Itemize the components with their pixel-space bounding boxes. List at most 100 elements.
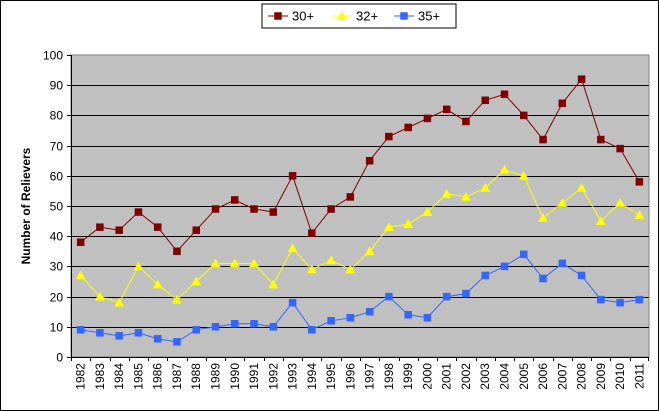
data-point-marker xyxy=(481,271,489,280)
y-tick-label: 100 xyxy=(43,49,63,63)
y-tick-label: 0 xyxy=(56,351,63,365)
y-tick-label: 10 xyxy=(50,321,64,335)
legend-box xyxy=(261,3,457,29)
x-tick-label: 1989 xyxy=(209,363,223,390)
legend-label: 32+ xyxy=(356,9,378,24)
legend-swatch-marker xyxy=(337,10,347,20)
series-line xyxy=(80,78,640,253)
data-point-marker xyxy=(308,326,316,334)
data-point-marker xyxy=(595,216,606,225)
data-point-marker xyxy=(96,329,104,337)
data-point-marker xyxy=(577,75,586,83)
x-tick-label: 1984 xyxy=(112,363,126,390)
data-point-marker xyxy=(308,229,316,237)
legend-item: 35+ xyxy=(394,9,440,24)
data-point-marker xyxy=(616,298,624,307)
x-tick-label: 1996 xyxy=(343,363,357,390)
data-point-marker xyxy=(269,323,278,331)
x-tick-label: 1998 xyxy=(382,363,396,390)
data-point-marker xyxy=(250,205,258,213)
data-point-marker xyxy=(192,226,200,234)
legend-label: 30+ xyxy=(292,9,314,24)
data-point-marker xyxy=(96,223,104,231)
data-point-marker xyxy=(76,238,85,246)
x-tick-label: 2010 xyxy=(613,363,627,390)
legend-swatch-marker xyxy=(274,12,282,20)
data-point-marker xyxy=(538,213,548,222)
data-point-marker xyxy=(385,132,393,141)
data-point-marker xyxy=(461,191,471,201)
legend-item: 32+ xyxy=(332,9,378,24)
data-point-marker xyxy=(634,210,645,219)
data-point-marker xyxy=(481,96,489,105)
data-point-marker xyxy=(520,111,528,120)
legend-label: 35+ xyxy=(418,9,440,24)
data-point-marker xyxy=(385,292,393,301)
data-point-marker xyxy=(539,274,547,283)
y-tick-label: 70 xyxy=(50,140,64,154)
y-tick-label: 80 xyxy=(50,109,64,123)
data-point-marker xyxy=(268,279,279,289)
x-tick-label: 2004 xyxy=(498,363,512,390)
data-point-marker xyxy=(211,323,220,331)
x-tick-label: 1993 xyxy=(286,363,300,390)
data-point-marker xyxy=(365,156,374,165)
x-tick-label: 1990 xyxy=(228,363,242,390)
x-tick-label: 2000 xyxy=(420,363,434,390)
data-point-marker xyxy=(480,182,491,192)
data-point-marker xyxy=(423,313,432,322)
x-tick-label: 1994 xyxy=(305,363,319,390)
series-30-plus xyxy=(76,75,644,256)
data-point-marker xyxy=(499,164,510,174)
data-point-marker xyxy=(403,219,414,228)
series-line xyxy=(80,169,640,304)
data-point-marker xyxy=(133,261,144,271)
data-point-marker xyxy=(404,123,412,132)
data-point-marker xyxy=(250,320,258,328)
data-point-marker xyxy=(249,258,259,268)
data-point-marker xyxy=(557,197,568,207)
x-tick-label: 1995 xyxy=(324,363,338,390)
y-tick-label: 20 xyxy=(50,291,64,305)
data-point-marker xyxy=(635,178,644,186)
data-point-marker xyxy=(173,247,181,256)
data-point-marker xyxy=(192,326,200,334)
data-point-marker xyxy=(231,320,239,328)
data-point-marker xyxy=(231,196,239,204)
x-tick-label: 2007 xyxy=(555,363,569,390)
y-axis: 0 10 20 30 40 50 60 70 80 90 100 xyxy=(43,49,72,365)
data-point-marker xyxy=(326,255,337,265)
legend: 30+ 32+ 35+ xyxy=(261,3,457,29)
data-point-marker xyxy=(518,170,529,180)
legend-item: 30+ xyxy=(268,9,314,24)
y-tick-label: 90 xyxy=(50,79,64,93)
x-tick-label: 2011 xyxy=(632,363,646,389)
data-point-marker xyxy=(558,99,567,108)
y-tick-label: 60 xyxy=(50,170,64,184)
data-point-marker xyxy=(520,250,528,259)
x-tick-label: 2006 xyxy=(536,363,550,390)
data-point-marker xyxy=(306,264,317,274)
x-tick-label: 2001 xyxy=(440,363,454,390)
x-tick-label: 1982 xyxy=(74,363,88,390)
data-point-marker xyxy=(288,172,297,180)
y-tick-label: 30 xyxy=(50,260,64,274)
x-tick-label: 1991 xyxy=(247,363,261,390)
data-point-marker xyxy=(422,207,433,216)
data-point-marker xyxy=(115,226,123,234)
data-point-marker xyxy=(153,223,162,231)
data-point-marker xyxy=(152,279,163,289)
data-point-marker xyxy=(327,205,335,213)
x-tick-label: 1997 xyxy=(363,363,377,390)
data-point-marker xyxy=(211,205,220,213)
x-axis: 1982 1983 1984 1985 1986 1987 1988 1989 1990 1991… xyxy=(71,357,649,390)
x-tick-label: 1985 xyxy=(131,363,145,390)
x-tick-label: 1999 xyxy=(401,363,415,390)
x-tick-label: 1988 xyxy=(189,363,203,390)
x-tick-label: 1987 xyxy=(170,363,184,390)
data-point-marker xyxy=(462,117,470,126)
data-point-marker xyxy=(191,276,202,286)
data-point-marker xyxy=(288,298,297,307)
x-tick-label: 2002 xyxy=(459,363,473,390)
data-point-marker xyxy=(616,144,624,153)
